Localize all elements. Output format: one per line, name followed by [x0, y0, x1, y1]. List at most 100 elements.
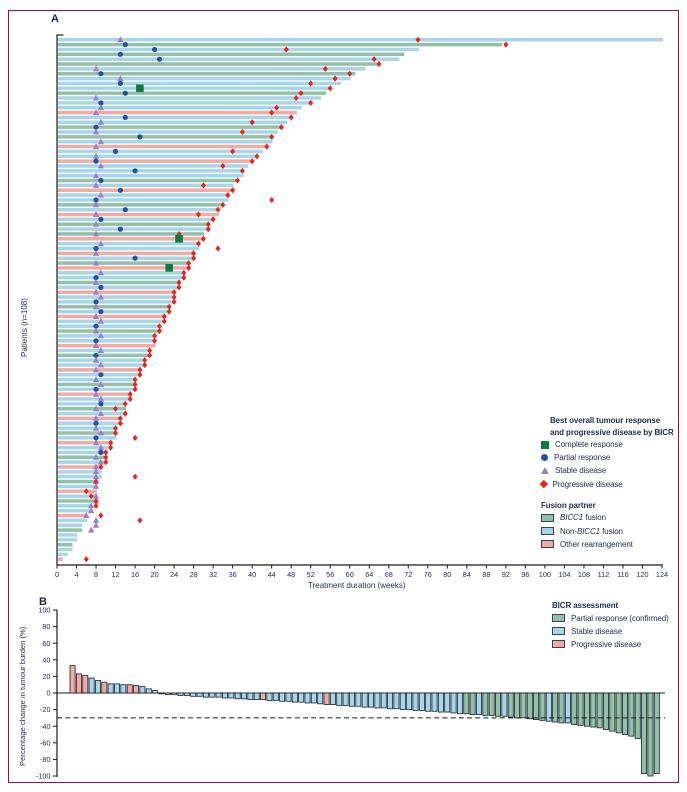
swimmer-bar: [57, 309, 171, 314]
waterfall-bar: [329, 692, 336, 706]
swimmer-bar: [57, 343, 156, 348]
marker-progressive-disease: [117, 420, 123, 427]
waterfall-plot-svg: 100 80 60 40 20 0 -20 -40 -60 -80 -100: [36, 606, 665, 781]
marker-stable-disease: [97, 444, 104, 451]
x-tick-label: 56: [326, 570, 334, 579]
marker-stable-disease: [92, 94, 100, 101]
wf-progressive-disease-swatch-icon: [552, 640, 565, 649]
marker-progressive-disease: [157, 323, 162, 330]
swimmer-bar: [57, 207, 219, 212]
bicc1-fusion-swatch-icon: [541, 513, 554, 522]
swimmer-bar: [57, 295, 175, 299]
x-tick-label: 24: [170, 570, 178, 579]
marker-progressive-disease: [88, 493, 94, 500]
swimmer-bar: [57, 402, 127, 406]
panel-a-legend: Best overall tumour response and progres…: [539, 415, 686, 551]
marker-partial-response: [93, 158, 99, 164]
marker-progressive-disease: [147, 352, 153, 359]
marker-progressive-disease: [132, 386, 138, 393]
waterfall-bar: [533, 692, 540, 720]
x-tick-label: 20: [151, 570, 159, 579]
marker-partial-response: [152, 46, 158, 53]
marker-progressive-disease: [186, 260, 192, 267]
marker-stable-disease: [97, 118, 104, 125]
partial-response-icon: [541, 454, 548, 462]
waterfall-bar: [444, 692, 451, 713]
marker-progressive-disease: [122, 410, 128, 417]
marker-progressive-disease: [181, 269, 187, 276]
waterfall-bar: [152, 690, 159, 694]
y-tick-label: -60: [40, 738, 51, 747]
marker-stable-disease: [92, 128, 100, 135]
x-tick-label: 120: [636, 570, 648, 579]
waterfall-bar: [177, 692, 184, 696]
marker-stable-disease: [97, 458, 104, 465]
marker-progressive-disease: [132, 473, 138, 480]
waterfall-bar: [145, 688, 152, 694]
marker-stable-disease: [92, 313, 100, 319]
waterfall-bar: [190, 692, 197, 697]
swimmer-bar: [57, 115, 293, 120]
swimmer-bar: [57, 101, 312, 105]
y-tick-label: 80: [42, 622, 50, 631]
swimmer-bar: [57, 57, 400, 61]
swimmer-bar: [57, 552, 68, 557]
swimmer-bar: [57, 314, 166, 319]
marker-progressive-disease: [108, 444, 114, 451]
waterfall-bar: [139, 685, 146, 694]
waterfall-bar: [641, 692, 648, 774]
marker-partial-response: [156, 56, 163, 62]
waterfall-bar: [342, 692, 349, 706]
waterfall-bar: [298, 692, 305, 703]
marker-partial-response: [112, 148, 119, 154]
marker-progressive-disease: [93, 478, 99, 485]
marker-stable-disease: [92, 327, 100, 334]
waterfall-bar: [412, 692, 419, 711]
marker-partial-response: [93, 435, 99, 441]
swimmer-bar: [57, 518, 88, 523]
swimmer-bar: [57, 528, 83, 532]
swimmer-bar: [57, 397, 132, 401]
legend-item-bicc1-fusion: BICC1 fusion: [541, 511, 686, 524]
waterfall-bar: [647, 692, 654, 777]
marker-progressive-disease: [157, 327, 162, 335]
swimmer-bar: [57, 440, 112, 445]
swimmer-bar: [57, 91, 327, 95]
waterfall-bar: [285, 692, 292, 702]
waterfall-bar: [526, 692, 533, 720]
marker-progressive-disease: [225, 192, 231, 199]
waterfall-bar: [653, 692, 660, 774]
marker-progressive-disease: [200, 235, 206, 242]
waterfall-bar: [75, 673, 82, 694]
waterfall-bar: [571, 692, 578, 725]
marker-progressive-disease: [103, 449, 109, 456]
marker-stable-disease: [117, 75, 124, 82]
waterfall-bar: [215, 692, 222, 698]
swimmer-bar: [57, 533, 78, 537]
legend-item-label: Partial response (confirmed): [571, 613, 669, 623]
swimmer-bar: [57, 460, 107, 464]
waterfall-bar: [425, 692, 432, 712]
marker-stable-disease: [92, 259, 100, 266]
marker-stable-disease: [117, 36, 124, 43]
x-tick-label: 112: [598, 570, 610, 579]
swimmer-bar: [57, 52, 405, 57]
marker-progressive-disease: [147, 347, 153, 354]
waterfall-bar: [501, 692, 508, 717]
swimmer-bar: [57, 164, 249, 168]
swimmer-bar: [57, 324, 161, 328]
swimmer-bar: [57, 547, 73, 552]
swimmer-plot-svg: 0 4 8 12 16 20 24 28 32 36 40 44 48 52 56 60 64 68 72 76 80 8…: [55, 34, 668, 579]
swimmer-bar: [57, 465, 102, 469]
x-tick-label: 28: [190, 570, 198, 579]
swimmer-bar: [57, 251, 195, 256]
legend-item-other-rearrangement: Other rearrangement: [541, 538, 686, 551]
marker-stable-disease: [92, 424, 100, 431]
marker-progressive-disease: [322, 65, 328, 72]
marker-stable-disease: [92, 492, 100, 499]
swimmer-bar: [57, 217, 215, 222]
swimmer-bar: [57, 198, 229, 202]
legend-item-label: Non-BICC1 fusion: [560, 526, 623, 536]
marker-stable-disease: [97, 347, 104, 353]
